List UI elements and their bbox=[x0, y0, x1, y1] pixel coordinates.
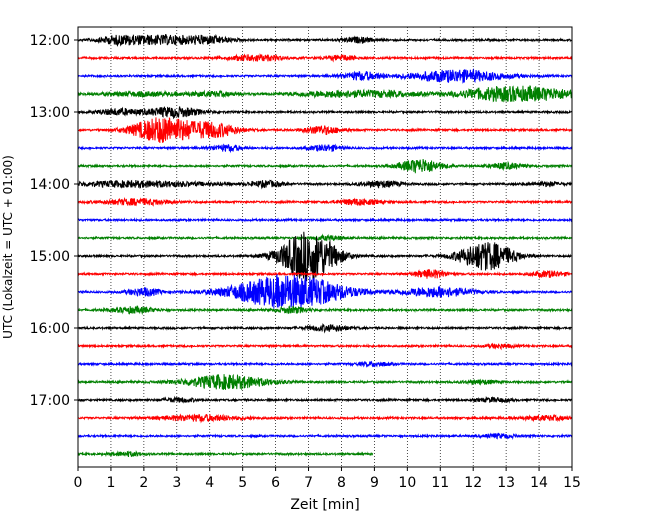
vertical-gridlines bbox=[110, 27, 540, 467]
x-tick-label-7: 7 bbox=[304, 475, 313, 491]
trace-14 bbox=[77, 273, 573, 310]
x-tick-label-9: 9 bbox=[370, 475, 379, 491]
x-tick-label-5: 5 bbox=[238, 475, 247, 491]
trace-10 bbox=[77, 217, 573, 223]
trace-16 bbox=[77, 322, 573, 334]
y-tick-label-5: 17:00 bbox=[30, 393, 70, 409]
x-tick-label-3: 3 bbox=[172, 475, 181, 491]
trace-3 bbox=[77, 85, 573, 103]
x-tick-label-8: 8 bbox=[337, 475, 346, 491]
trace-11 bbox=[77, 233, 573, 242]
trace-group bbox=[77, 33, 573, 458]
trace-1 bbox=[77, 52, 573, 63]
x-tick-label-2: 2 bbox=[139, 475, 148, 491]
trace-19 bbox=[77, 373, 573, 391]
y-axis-label: UTC (Lokalzeit = UTC + 01:00) bbox=[1, 155, 15, 339]
trace-0 bbox=[77, 33, 573, 47]
y-axis-ticks: 12:00 13:00 14:00 15:00 16:00 17:00 bbox=[30, 33, 78, 409]
y-tick-label-1: 13:00 bbox=[30, 105, 70, 121]
x-tick-label-15: 15 bbox=[563, 475, 581, 491]
x-tick-label-1: 1 bbox=[106, 475, 115, 491]
trace-9 bbox=[77, 196, 573, 207]
x-tick-label-14: 14 bbox=[530, 475, 548, 491]
trace-8 bbox=[77, 179, 573, 190]
trace-21 bbox=[77, 413, 573, 424]
x-tick-label-11: 11 bbox=[431, 475, 449, 491]
trace-5 bbox=[77, 117, 573, 144]
trace-6 bbox=[77, 143, 573, 154]
trace-4 bbox=[77, 106, 573, 120]
x-tick-label-13: 13 bbox=[497, 475, 515, 491]
x-axis-label: Zeit [min] bbox=[290, 497, 359, 513]
trace-22 bbox=[77, 432, 573, 440]
y-tick-label-0: 12:00 bbox=[30, 33, 70, 49]
trace-7 bbox=[77, 158, 573, 174]
trace-20 bbox=[77, 395, 573, 404]
y-tick-label-3: 15:00 bbox=[30, 249, 70, 265]
x-tick-label-12: 12 bbox=[464, 475, 482, 491]
x-tick-label-10: 10 bbox=[398, 475, 416, 491]
plot-frame bbox=[77, 26, 573, 468]
x-tick-label-0: 0 bbox=[74, 475, 83, 491]
y-tick-label-4: 16:00 bbox=[30, 321, 70, 337]
x-tick-label-6: 6 bbox=[271, 475, 280, 491]
trace-12 bbox=[77, 231, 573, 282]
trace-2 bbox=[77, 68, 573, 84]
trace-17 bbox=[77, 342, 573, 351]
x-axis-ticks: 0 1 2 3 4 5 6 7 8 9 10 11 12 13 14 15 bbox=[74, 467, 581, 491]
trace-18 bbox=[77, 360, 573, 368]
x-tick-label-4: 4 bbox=[205, 475, 214, 491]
trace-15 bbox=[77, 304, 573, 316]
y-tick-label-2: 14:00 bbox=[30, 177, 70, 193]
trace-23 bbox=[77, 450, 374, 458]
trace-13 bbox=[77, 269, 573, 279]
